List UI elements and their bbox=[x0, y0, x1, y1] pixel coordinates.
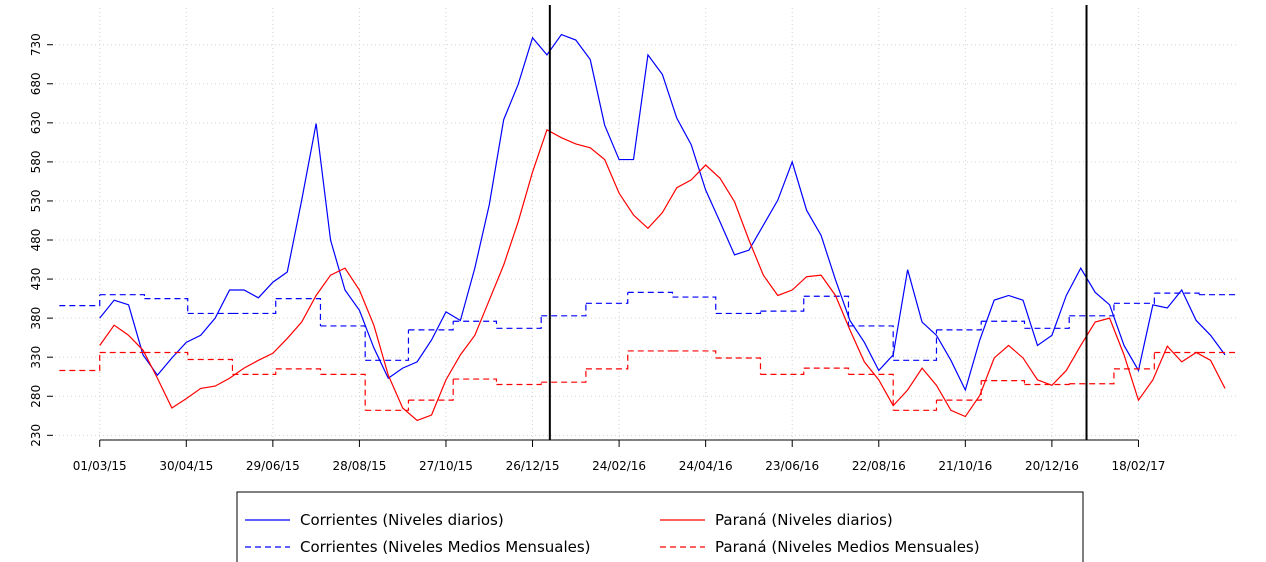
x-tick-label: 27/10/15 bbox=[419, 459, 473, 473]
step-segment bbox=[144, 351, 189, 360]
step-segment bbox=[715, 357, 762, 375]
legend-box bbox=[236, 491, 1084, 562]
step-segment bbox=[275, 298, 322, 326]
x-tick-label: 20/12/16 bbox=[1025, 459, 1079, 473]
step-segment bbox=[760, 368, 805, 375]
step-segment bbox=[408, 379, 454, 401]
step-segment bbox=[365, 400, 410, 411]
step-segment bbox=[1024, 315, 1070, 329]
x-tick-label: 30/04/15 bbox=[159, 459, 213, 473]
x-tick-label: 29/06/15 bbox=[246, 459, 300, 473]
x-tick-label: 23/06/16 bbox=[765, 459, 819, 473]
legend-label: Paraná (Niveles Medios Mensuales) bbox=[715, 538, 980, 556]
legend-label: Paraná (Niveles diarios) bbox=[715, 511, 893, 529]
x-tick-label: 01/03/15 bbox=[73, 459, 127, 473]
step-segment bbox=[760, 296, 805, 312]
y-tick-label: 630 bbox=[29, 111, 43, 134]
step-segment bbox=[803, 367, 850, 375]
step-segment bbox=[453, 320, 498, 329]
step-segment bbox=[893, 329, 938, 361]
step-segment bbox=[1069, 303, 1115, 317]
step-segment bbox=[585, 350, 629, 370]
step-segment bbox=[627, 291, 674, 298]
step-segment bbox=[408, 321, 454, 331]
step-segment bbox=[187, 358, 234, 375]
step-segment bbox=[59, 294, 101, 307]
step-segment bbox=[320, 325, 366, 361]
legend-label: Corrientes (Niveles diarios) bbox=[300, 511, 504, 529]
step-segment bbox=[232, 368, 277, 375]
y-tick-label: 280 bbox=[29, 385, 43, 408]
y-tick-label: 680 bbox=[29, 72, 43, 95]
series-line bbox=[99, 33, 1226, 392]
y-tick-label: 380 bbox=[29, 307, 43, 330]
step-segment bbox=[320, 373, 366, 411]
step-segment bbox=[453, 378, 498, 385]
y-tick-label: 330 bbox=[29, 346, 43, 369]
series-line bbox=[99, 129, 1226, 422]
y-tick-label: 230 bbox=[29, 424, 43, 447]
step-segment bbox=[936, 321, 982, 331]
x-tick-label: 26/12/15 bbox=[506, 459, 560, 473]
x-tick-label: 21/10/16 bbox=[938, 459, 992, 473]
step-segment bbox=[144, 298, 189, 314]
step-segment bbox=[981, 380, 1026, 385]
step-segment bbox=[1069, 368, 1115, 385]
y-tick-label: 580 bbox=[29, 150, 43, 173]
step-segment bbox=[672, 296, 717, 314]
y-tick-label: 430 bbox=[29, 268, 43, 291]
step-segment bbox=[981, 320, 1026, 329]
x-tick-label: 24/04/16 bbox=[679, 459, 733, 473]
x-tick-label: 24/02/16 bbox=[592, 459, 646, 473]
y-tick-label: 530 bbox=[29, 190, 43, 213]
step-segment bbox=[848, 373, 894, 411]
step-segment bbox=[936, 380, 982, 401]
step-segment bbox=[893, 400, 938, 411]
x-tick-label: 22/08/16 bbox=[852, 459, 906, 473]
x-tick-label: 18/02/17 bbox=[1112, 459, 1166, 473]
y-tick-label: 480 bbox=[29, 229, 43, 252]
step-segment bbox=[803, 295, 850, 326]
step-segment bbox=[1154, 292, 1200, 295]
y-tick-label: 730 bbox=[29, 33, 43, 56]
step-segment bbox=[275, 368, 322, 375]
step-segment bbox=[99, 294, 146, 299]
step-segment bbox=[59, 352, 101, 372]
step-segment bbox=[715, 311, 762, 315]
step-segment bbox=[585, 292, 629, 304]
step-segment bbox=[1113, 352, 1155, 370]
step-segment bbox=[672, 350, 717, 358]
step-segment bbox=[365, 329, 410, 361]
step-segment bbox=[496, 382, 542, 386]
step-segment bbox=[848, 325, 894, 361]
step-segment bbox=[541, 368, 587, 383]
step-segment bbox=[496, 315, 542, 329]
x-tick-label: 28/08/15 bbox=[332, 459, 386, 473]
step-segment bbox=[232, 298, 277, 315]
legend-label: Corrientes (Niveles Medios Mensuales) bbox=[300, 538, 591, 556]
step-segment bbox=[1113, 293, 1155, 304]
step-segment bbox=[541, 303, 587, 317]
